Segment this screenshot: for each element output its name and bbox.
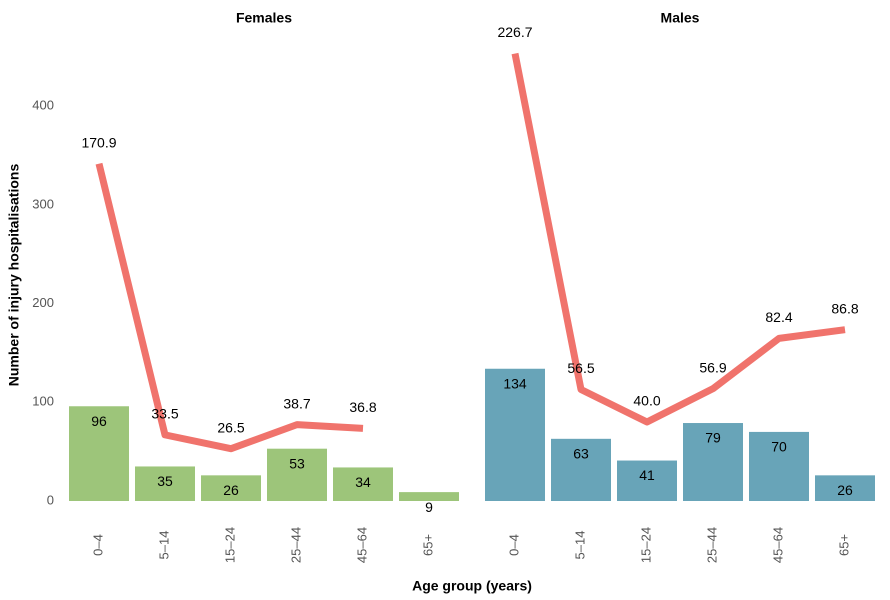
- line-label: 38.7: [283, 395, 310, 411]
- bar-label: 96: [91, 413, 107, 429]
- bar: [399, 492, 459, 501]
- bar-label: 26: [837, 482, 853, 498]
- line-label: 82.4: [765, 309, 792, 325]
- x-tick-label: 15–24: [222, 527, 237, 563]
- x-tick-label: 5–14: [572, 531, 587, 560]
- y-tick-label: 0: [47, 492, 54, 507]
- bar: [551, 438, 611, 501]
- bar: [749, 431, 809, 501]
- bar: [333, 467, 393, 501]
- bar: [267, 448, 327, 501]
- y-tick-label: 400: [32, 98, 54, 113]
- x-tick-label: 5–14: [156, 531, 171, 560]
- x-tick-label: 0–4: [506, 534, 521, 556]
- bar-label: 26: [223, 482, 239, 498]
- line-label: 26.5: [217, 419, 244, 435]
- line-label: 86.8: [831, 300, 858, 316]
- bar: [617, 460, 677, 501]
- bar-label: 41: [639, 467, 655, 483]
- y-tick-label: 200: [32, 295, 54, 310]
- x-tick-label: 65+: [836, 534, 851, 556]
- x-tick-label: 25–44: [704, 527, 719, 563]
- bar-label: 9: [425, 499, 433, 515]
- line-label: 36.8: [349, 399, 376, 415]
- x-tick-label: 45–64: [354, 527, 369, 563]
- x-tick-label: 65+: [420, 534, 435, 556]
- bar-label: 79: [705, 430, 721, 446]
- line-label: 33.5: [151, 406, 178, 422]
- x-tick-label: 0–4: [90, 534, 105, 556]
- bar-label: 134: [503, 375, 527, 391]
- y-axis-label: Number of injury hospitalisations: [6, 164, 22, 387]
- line-label: 170.9: [81, 134, 116, 150]
- x-tick-label: 45–64: [770, 527, 785, 563]
- x-axis-label: Age group (years): [412, 578, 532, 594]
- bar: [69, 406, 129, 501]
- bar-label: 70: [771, 439, 787, 455]
- bar-label: 34: [355, 474, 371, 490]
- panel-title: Males: [661, 10, 700, 26]
- line-label: 40.0: [633, 393, 660, 409]
- bar: [815, 475, 875, 501]
- x-tick-label: 25–44: [288, 527, 303, 563]
- bar: [485, 368, 545, 501]
- bar-label: 35: [157, 473, 173, 489]
- bar-label: 53: [289, 455, 305, 471]
- x-tick-label: 15–24: [638, 527, 653, 563]
- bar-label: 63: [573, 446, 589, 462]
- line: [95, 162, 364, 453]
- line-label: 226.7: [497, 24, 532, 40]
- panel-title: Females: [236, 10, 292, 26]
- y-tick-label: 300: [32, 196, 54, 211]
- line-label: 56.5: [567, 360, 594, 376]
- line: [511, 52, 846, 426]
- bar: [201, 475, 261, 501]
- bar: [135, 466, 195, 501]
- y-tick-label: 100: [32, 394, 54, 409]
- line-label: 56.9: [699, 359, 726, 375]
- bar: [683, 423, 743, 501]
